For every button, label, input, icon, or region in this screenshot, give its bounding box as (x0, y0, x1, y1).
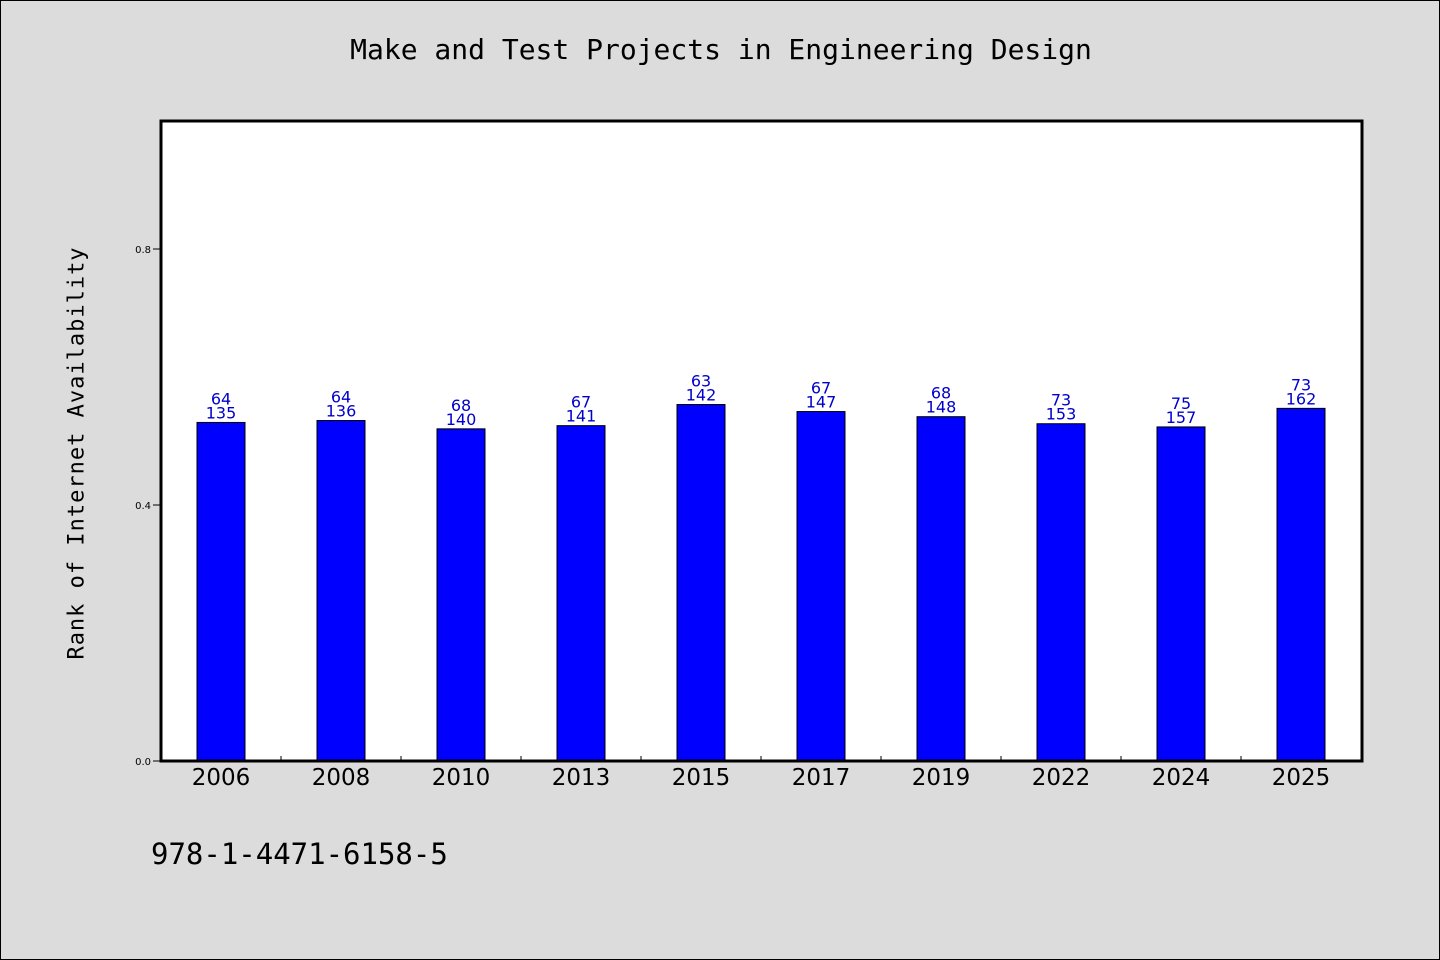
data-label-bottom: 148 (926, 398, 957, 417)
bar-2015 (676, 404, 726, 762)
data-label-bottom: 135 (206, 403, 237, 422)
data-label-top: 75 (1171, 394, 1191, 413)
x-tick-label: 2025 (1272, 765, 1331, 791)
data-label-bottom: 153 (1046, 405, 1077, 424)
data-label-top: 68 (931, 384, 951, 403)
data-label-bottom: 142 (686, 386, 717, 405)
bar-2006 (196, 421, 246, 762)
data-label-top: 64 (211, 389, 231, 408)
bars (196, 404, 1326, 762)
bar-2010 (436, 428, 486, 762)
bar-2013 (556, 425, 606, 762)
x-tick-label: 2015 (672, 765, 731, 791)
x-tick-label: 2022 (1032, 765, 1091, 791)
plot-frame (159, 119, 1364, 763)
data-label-bottom: 157 (1166, 408, 1197, 427)
x-tick-label: 2017 (792, 765, 851, 791)
bar-2025 (1276, 407, 1326, 762)
data-label-top: 67 (811, 379, 831, 398)
x-tick-labels: 2006 2008 2010 2013 2015 2017 2019 2022 2024 2025 (192, 765, 1331, 791)
data-label-bottom: 162 (1286, 389, 1317, 408)
data-label-bottom: 136 (326, 402, 357, 421)
data-label-top: 73 (1051, 391, 1071, 410)
data-label-top: 64 (331, 388, 351, 407)
x-tick-label: 2006 (192, 765, 251, 791)
chart-title: Make and Test Projects in Engineering De… (350, 33, 1092, 66)
data-label-bottom: 147 (806, 393, 837, 412)
bar-2017 (796, 411, 846, 762)
x-tick-label: 2008 (312, 765, 371, 791)
footer-code: 978-1-4471-6158-5 (151, 837, 448, 871)
y-tick-label: 0.8 (135, 245, 151, 256)
data-label-top: 67 (571, 393, 591, 412)
bar-2008 (316, 420, 366, 762)
bar-2022 (1036, 423, 1086, 762)
data-label-bottom: 140 (446, 410, 477, 429)
bar-2019 (916, 416, 966, 762)
x-tick-label: 2010 (432, 765, 491, 791)
data-label-top: 73 (1291, 375, 1311, 394)
y-tick-label: 0.0 (135, 757, 151, 768)
bar-2024 (1156, 426, 1206, 762)
data-label-top: 63 (691, 372, 711, 391)
data-label-bottom: 141 (566, 407, 597, 426)
data-label-top: 68 (451, 396, 471, 415)
x-tick-label: 2013 (552, 765, 611, 791)
y-tick-label: 0.4 (135, 501, 151, 512)
x-tick-label: 2024 (1152, 765, 1211, 791)
x-tick-label: 2019 (912, 765, 971, 791)
